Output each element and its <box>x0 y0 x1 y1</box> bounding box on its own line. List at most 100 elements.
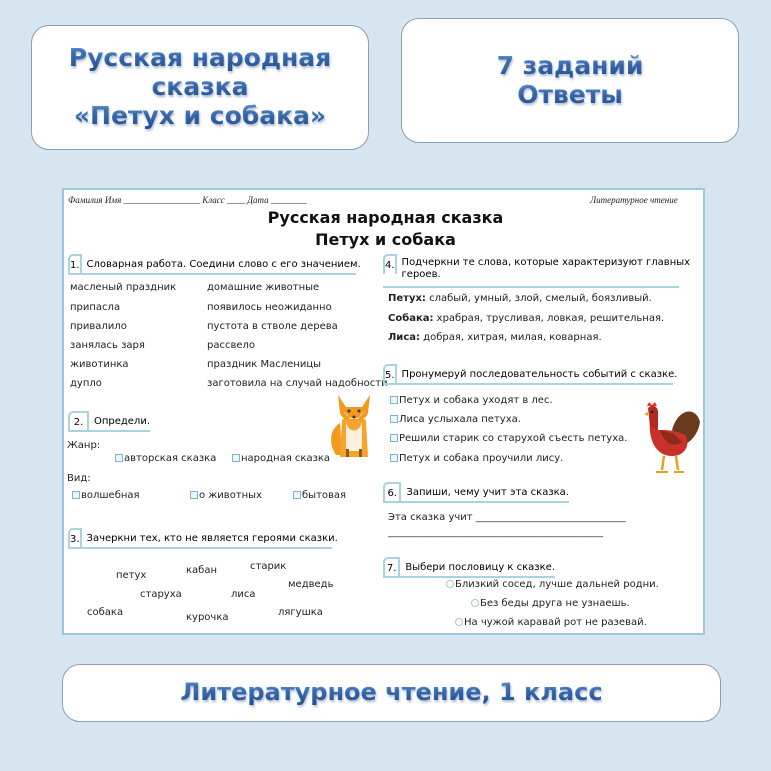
task-1-header: 1. Словарная работа. Соедини слово с его … <box>68 254 361 275</box>
task-text: Подчеркни те слова, которые характеризую… <box>397 254 691 281</box>
task-text: Запиши, чему учит эта сказка. <box>406 486 569 498</box>
hero-name: Лиса: <box>388 332 420 343</box>
option-label: Близкий сосед, лучше дальней родни. <box>455 579 659 590</box>
info-banner: 7 заданий Ответы <box>401 18 739 143</box>
task-number: 1. <box>68 254 82 274</box>
task-3-header: 3. Зачеркни тех, кто не является героями … <box>68 528 338 549</box>
event-item[interactable]: Петух и собака проучили лису. <box>390 453 563 464</box>
checkbox[interactable] <box>390 415 398 423</box>
option-label: На чужой каравай рот не разевай. <box>464 617 647 628</box>
option-label: авторская сказка <box>124 453 217 464</box>
banner-title-line: Русская народная <box>68 43 332 73</box>
task-2-header: 2. Определи. <box>68 411 150 432</box>
hero-word[interactable]: собака <box>87 607 124 618</box>
traits[interactable]: добрая, хитрая, милая, коварная. <box>420 332 602 343</box>
banner-title-line: сказка <box>151 72 249 102</box>
meaning: домашние животные <box>207 282 320 293</box>
sheet-title: Русская народная сказка <box>267 208 504 227</box>
task-text: Пронумеруй последовательность событий с … <box>401 368 678 380</box>
word: животинка <box>70 359 129 370</box>
radio[interactable] <box>446 580 454 588</box>
word: занялась заря <box>70 340 145 351</box>
hero-word[interactable]: старуха <box>140 589 182 600</box>
sheet-subtitle: Петух и собака <box>315 230 456 249</box>
hero-word[interactable]: лягушка <box>278 607 323 618</box>
hero-word[interactable]: петух <box>116 570 147 581</box>
genre-label: Жанр: <box>67 440 101 451</box>
task-number: 7. <box>383 557 401 577</box>
genre-option[interactable]: народная сказка <box>232 453 330 464</box>
task-text: Зачеркни тех, кто не является героями ск… <box>86 532 338 544</box>
word: дупло <box>70 378 102 389</box>
event-text: Лиса услыхала петуха. <box>399 414 521 425</box>
event-item[interactable]: Петух и собака уходят в лес. <box>390 395 553 406</box>
checkbox[interactable] <box>390 434 398 442</box>
event-item[interactable]: Лиса услыхала петуха. <box>390 414 521 425</box>
hero-word[interactable]: старик <box>250 561 287 572</box>
kind-option[interactable]: волшебная <box>72 490 140 501</box>
event-text: Петух и собака уходят в лес. <box>399 395 553 406</box>
task-number: 2. <box>68 411 89 431</box>
kind-label: Вид: <box>67 473 91 484</box>
answer-line-1[interactable]: Эта сказка учит ________________________… <box>388 512 626 523</box>
checkbox[interactable] <box>390 396 398 404</box>
kind-option[interactable]: бытовая <box>293 490 346 501</box>
footer-text: Литературное чтение, 1 класс <box>180 678 603 707</box>
header-fields: Фамилия Имя _________________ Класс ____… <box>68 195 307 205</box>
hero-word[interactable]: курочка <box>186 612 229 623</box>
proverb-option[interactable]: Без беды друга не узнаешь. <box>471 598 630 609</box>
meaning: рассвело <box>207 340 256 351</box>
checkbox[interactable] <box>232 454 240 462</box>
task-number: 4. <box>383 254 397 274</box>
proverb-option[interactable]: На чужой каравай рот не разевай. <box>455 617 647 628</box>
traits[interactable]: слабый, умный, злой, смелый, боязливый. <box>425 293 652 304</box>
task-5-header: 5. Пронумеруй последовательность событий … <box>383 364 677 385</box>
task-number: 5. <box>383 364 397 384</box>
option-label: бытовая <box>302 490 347 501</box>
subject-label: Литературное чтение <box>590 195 678 205</box>
proverb-option[interactable]: Близкий сосед, лучше дальней родни. <box>446 579 659 590</box>
dog-traits: Собака: храбрая, трусливая, ловкая, реши… <box>388 313 664 324</box>
answers-label: Ответы <box>517 79 623 109</box>
hero-name: Петух: <box>388 293 426 304</box>
hero-word[interactable]: кабан <box>186 565 218 576</box>
event-text: Петух и собака проучили лису. <box>399 453 564 464</box>
kind-option[interactable]: о животных <box>190 490 262 501</box>
checkbox[interactable] <box>115 454 123 462</box>
meaning: праздник Масленицы <box>207 359 322 370</box>
meaning: заготовила на случай надобности <box>207 378 388 389</box>
fox-illustration-icon <box>331 395 370 457</box>
radio[interactable] <box>471 599 479 607</box>
option-label: волшебная <box>81 490 140 501</box>
task-text: Словарная работа. Соедини слово с его зн… <box>86 258 361 270</box>
title-banner: Русская народная сказка «Петух и собака» <box>31 25 369 150</box>
hero-word[interactable]: медведь <box>288 579 334 590</box>
meaning: пустота в стволе дерева <box>207 321 338 332</box>
task-4-header: 4. Подчеркни те слова, которые характериз… <box>383 254 690 288</box>
word: масленый праздник <box>70 282 177 293</box>
footer-banner: Литературное чтение, 1 класс <box>62 664 721 722</box>
hero-word[interactable]: лиса <box>231 589 256 600</box>
checkbox[interactable] <box>190 491 198 499</box>
word: припасла <box>70 302 121 313</box>
checkbox[interactable] <box>390 454 398 462</box>
task-6-header: 6. Запиши, чему учит эта сказка. <box>383 482 569 503</box>
event-item[interactable]: Решили старик со старухой съесть петуха. <box>390 433 627 444</box>
rooster-traits: Петух: слабый, умный, злой, смелый, бояз… <box>388 293 652 304</box>
rooster-illustration-icon <box>644 402 700 473</box>
checkbox[interactable] <box>72 491 80 499</box>
traits[interactable]: храбрая, трусливая, ловкая, решительная. <box>433 313 665 324</box>
genre-option[interactable]: авторская сказка <box>115 453 216 464</box>
option-label: народная сказка <box>241 453 331 464</box>
banner-title-line: «Петух и собака» <box>73 100 327 130</box>
meaning: появилось неожиданно <box>207 302 332 313</box>
option-label: Без беды друга не узнаешь. <box>480 598 630 609</box>
task-text: Выбери пословицу к сказке. <box>405 561 555 573</box>
hero-name: Собака: <box>388 313 434 324</box>
event-text: Решили старик со старухой съесть петуха. <box>399 433 628 444</box>
answer-line-2[interactable]: ________________________________________… <box>388 527 603 538</box>
fox-traits: Лиса: добрая, хитрая, милая, коварная. <box>388 332 602 343</box>
radio[interactable] <box>455 618 463 626</box>
checkbox[interactable] <box>293 491 301 499</box>
task-text-line: Подчеркни те слова, которые характеризую… <box>401 257 691 268</box>
